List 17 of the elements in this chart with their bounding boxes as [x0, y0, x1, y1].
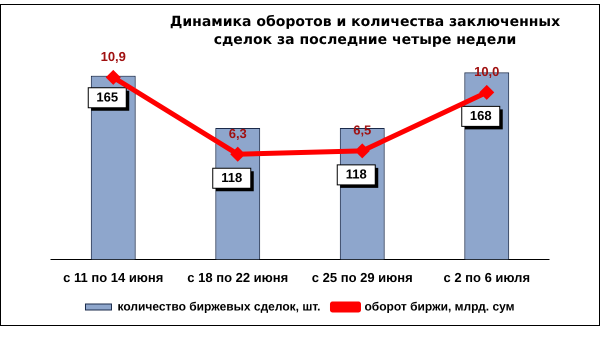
- point: [356, 144, 369, 158]
- chart-title: Динамика оборотов и количества заключенных сделок за последние четыре недели: [168, 13, 562, 49]
- x-tick-label: с 2 по 6 июля: [443, 270, 530, 285]
- x-tick-label: с 25 по 29 июня: [312, 270, 413, 285]
- data-label: 10,9: [100, 48, 126, 64]
- data-label: 168: [470, 108, 492, 123]
- point: [480, 86, 494, 99]
- legend-label: оборот биржи, млрд. сум: [364, 299, 515, 314]
- x-tick-label: с 11 по 14 июня: [63, 270, 164, 285]
- data-label: 118: [221, 170, 242, 185]
- data-label: 6,3: [228, 126, 247, 141]
- x-tick-label: с 18 по 22 июня: [187, 270, 288, 285]
- data-label: 118: [346, 166, 367, 182]
- legend-label: количество биржевых сделок, шт.: [117, 299, 320, 314]
- point: [231, 148, 244, 161]
- data-label: 165: [96, 89, 118, 104]
- point: [106, 70, 120, 84]
